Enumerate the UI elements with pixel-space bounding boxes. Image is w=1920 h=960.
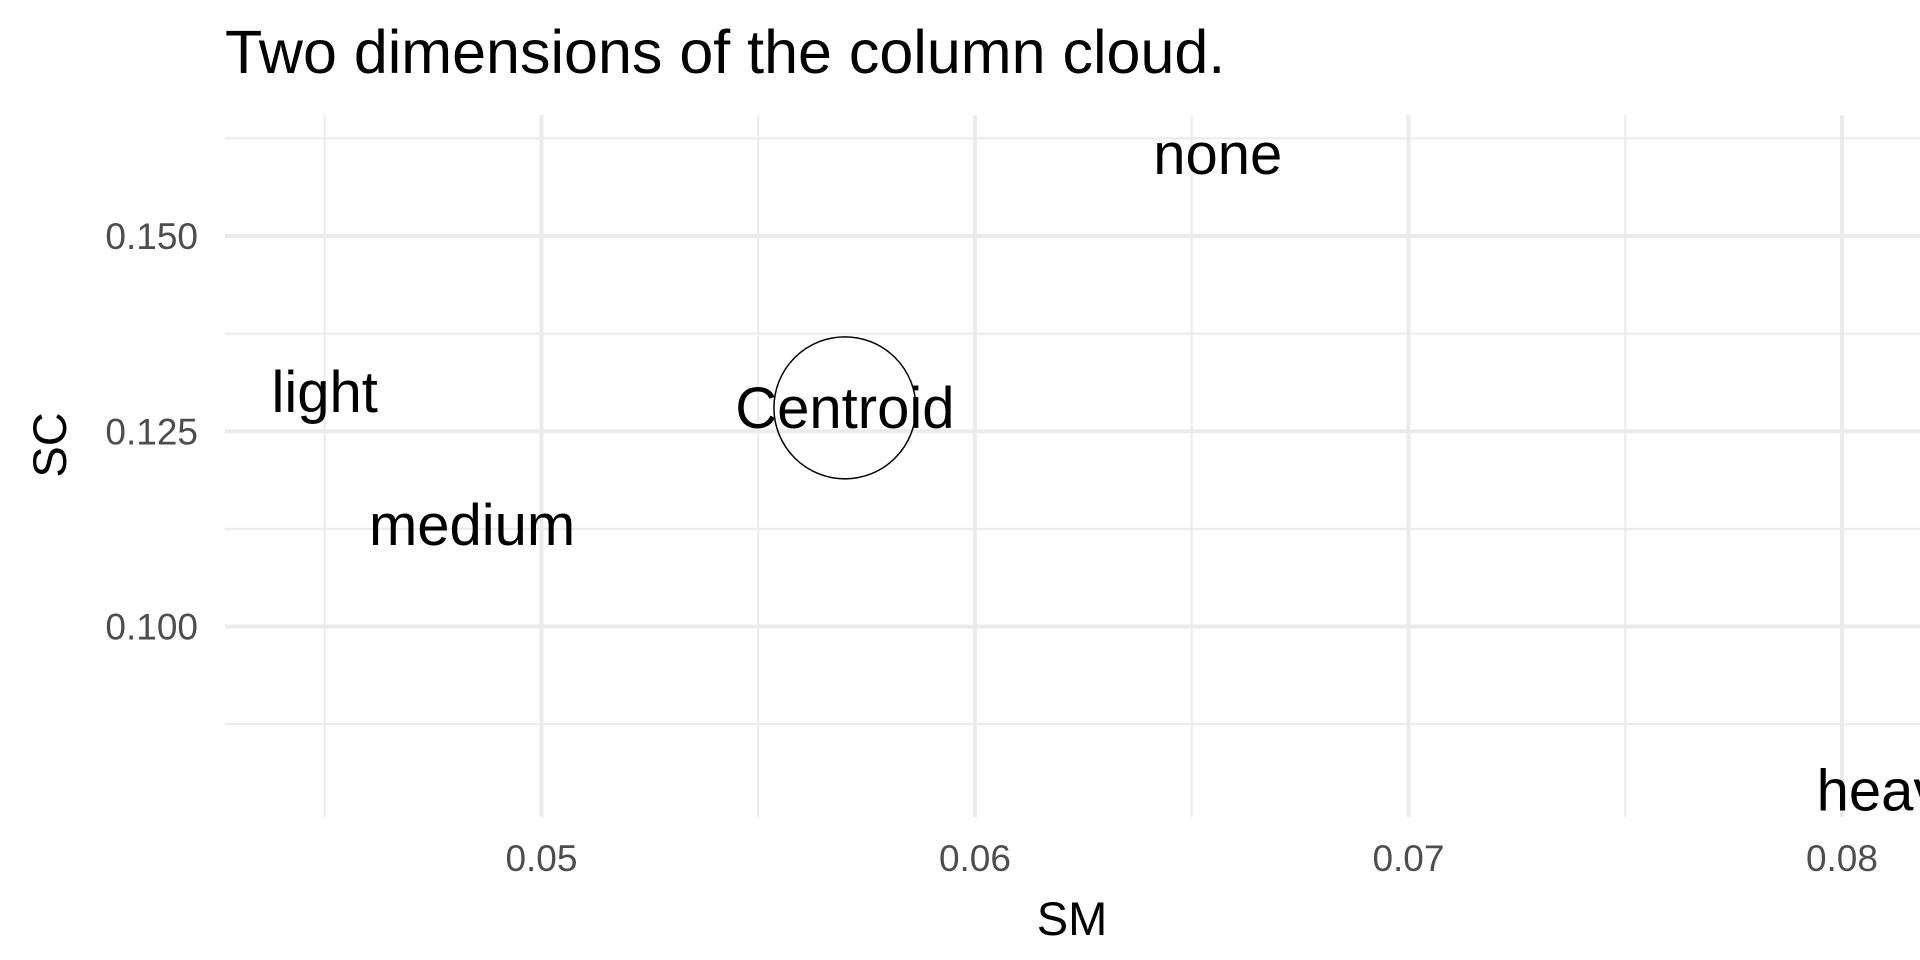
x-tick-label: 0.08: [1806, 838, 1878, 879]
grid: [225, 115, 1920, 817]
x-tick-label: 0.06: [939, 838, 1011, 879]
x-axis-ticks: 0.05 0.06 0.07 0.08: [505, 838, 1878, 879]
point-label-none: none: [1153, 122, 1282, 187]
y-tick-label: 0.100: [105, 606, 198, 647]
centroid-label: Centroid: [735, 376, 954, 441]
point-label-medium: medium: [369, 493, 575, 558]
chart-title: Two dimensions of the column cloud.: [225, 18, 1225, 86]
y-tick-label: 0.150: [105, 216, 198, 257]
y-axis-title: SC: [23, 412, 76, 477]
x-tick-label: 0.05: [505, 838, 577, 879]
plot-marks: none light medium heavy Centroid: [272, 122, 1920, 823]
centroid-circle: [773, 336, 917, 480]
x-axis-title: SM: [1037, 892, 1108, 945]
y-axis-ticks: 0.100 0.125 0.150: [105, 216, 198, 647]
point-label-light: light: [272, 360, 378, 425]
y-tick-label: 0.125: [105, 411, 198, 452]
x-tick-label: 0.07: [1372, 838, 1444, 879]
point-label-heavy: heavy: [1817, 758, 1920, 823]
